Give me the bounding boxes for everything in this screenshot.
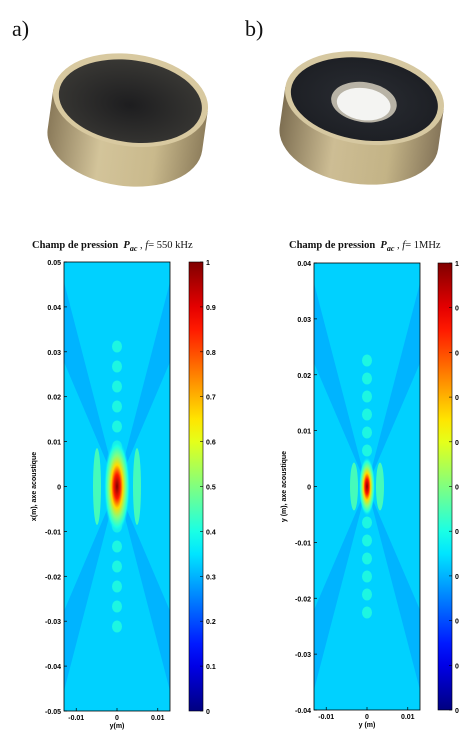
interference-lobe bbox=[112, 381, 122, 393]
colorbar-tick-label: 0 bbox=[455, 663, 459, 670]
interference-lobe bbox=[362, 427, 372, 439]
x-axis-label: y(m) bbox=[110, 723, 125, 730]
x-tick-label: -0.01 bbox=[68, 715, 84, 722]
colorbar-tick-label: 0 bbox=[455, 529, 459, 536]
colorbar-tick-label: 0.1 bbox=[206, 664, 216, 671]
panel-a-label: a) bbox=[12, 16, 29, 42]
interference-lobe bbox=[112, 421, 122, 433]
interference-lobe bbox=[362, 391, 372, 403]
colorbar-tick-label: 0 bbox=[455, 306, 459, 313]
y-tick-label: 0.04 bbox=[297, 261, 311, 268]
colorbar-tick-label: 0 bbox=[455, 485, 459, 492]
chart-b-title-prefix: Champ de pression bbox=[289, 240, 375, 251]
y-tick-label: -0.04 bbox=[45, 664, 61, 671]
x-tick-label: -0.01 bbox=[318, 714, 334, 721]
interference-lobe bbox=[362, 607, 372, 619]
colorbar-tick-label: 1 bbox=[206, 260, 210, 267]
y-tick-label: 0.03 bbox=[297, 317, 311, 324]
interference-lobe bbox=[362, 571, 372, 583]
chart-b-title-freq: = 1MHz bbox=[405, 240, 440, 251]
chart-a-title-prefix: Champ de pression bbox=[32, 240, 118, 251]
colorbar-tick-label: 0 bbox=[455, 440, 459, 447]
y-tick-label: 0.04 bbox=[47, 305, 61, 312]
colorbar-tick-label: 0 bbox=[455, 350, 459, 357]
chart-a-title: Champ de pression Pac , f= 550 kHz bbox=[32, 240, 193, 253]
colorbar-tick-label: 0 bbox=[455, 708, 459, 715]
transducer-photo-b bbox=[262, 26, 461, 206]
x-tick-label: 0.01 bbox=[401, 714, 415, 721]
colorbar-tick-label: 0.3 bbox=[206, 574, 216, 581]
x-tick-label: 0 bbox=[115, 715, 119, 722]
colorbar-tick-label: 1 bbox=[455, 261, 459, 268]
colorbar-tick-label: 0.6 bbox=[206, 440, 216, 447]
y-tick-label: -0.01 bbox=[295, 540, 311, 547]
y-tick-label: 0.03 bbox=[47, 350, 61, 357]
y-tick-label: -0.02 bbox=[45, 574, 61, 581]
interference-lobe bbox=[112, 581, 122, 593]
transducer-photo-a bbox=[28, 28, 228, 208]
x-tick-label: 0 bbox=[365, 714, 369, 721]
colorbar-tick-label: 0.2 bbox=[206, 619, 216, 626]
interference-lobe bbox=[362, 373, 372, 385]
colorbar-tick-label: 0.7 bbox=[206, 395, 216, 402]
colorbar-tick-label: 0 bbox=[455, 619, 459, 626]
y-tick-label: -0.01 bbox=[45, 529, 61, 536]
y-tick-label: 0.02 bbox=[297, 373, 311, 380]
y-tick-label: 0 bbox=[57, 485, 61, 492]
y-tick-label: -0.05 bbox=[45, 709, 61, 716]
y-tick-label: 0.01 bbox=[47, 440, 61, 447]
interference-lobe bbox=[112, 601, 122, 613]
side-lobe bbox=[133, 448, 141, 525]
interference-lobe bbox=[112, 401, 122, 413]
y-tick-label: -0.03 bbox=[295, 652, 311, 659]
side-lobe bbox=[376, 463, 384, 511]
interference-lobe bbox=[362, 535, 372, 547]
x-tick-label: 0.01 bbox=[151, 715, 165, 722]
colorbar-tick-label: 0.4 bbox=[206, 529, 216, 536]
colorbar-tick-label: 0.5 bbox=[206, 485, 216, 492]
interference-lobe bbox=[362, 589, 372, 601]
panel-b-label: b) bbox=[245, 16, 263, 42]
y-tick-label: -0.03 bbox=[45, 619, 61, 626]
colorbar-tick-label: 0 bbox=[455, 574, 459, 581]
chart-a-title-freq: = 550 kHz bbox=[148, 240, 192, 251]
y-tick-label: 0.05 bbox=[47, 260, 61, 267]
interference-lobe bbox=[362, 517, 372, 529]
focal-spot bbox=[359, 457, 375, 517]
y-tick-label: 0 bbox=[307, 485, 311, 492]
colorbar-tick-label: 0 bbox=[206, 709, 210, 716]
interference-lobe bbox=[112, 541, 122, 553]
chart-a: 0.05 0.04 0.03 0.02 0.01 0 -0.01 -0.02 -0.03 -0.0… bbox=[0, 255, 230, 735]
y-axis-label: x(m), axe acoustique bbox=[31, 452, 38, 521]
y-tick-label: 0.01 bbox=[297, 429, 311, 436]
interference-lobe bbox=[112, 621, 122, 633]
interference-lobe bbox=[362, 445, 372, 457]
y-tick-label: -0.04 bbox=[295, 708, 311, 715]
colorbar-tick-label: 0.8 bbox=[206, 350, 216, 357]
interference-lobe bbox=[112, 341, 122, 353]
side-lobe bbox=[93, 448, 101, 525]
y-tick-label: -0.02 bbox=[295, 596, 311, 603]
chart-b-title: Champ de pression Pac , f= 1MHz bbox=[289, 240, 441, 253]
interference-lobe bbox=[112, 361, 122, 373]
chart-b: 0.04 0.03 0.02 0.01 0 -0.01 -0.02 -0.03 -0.04 -0.… bbox=[231, 255, 461, 735]
y-axis-label: y (m), axe acoustique bbox=[281, 451, 288, 522]
y-tick-label: 0.02 bbox=[47, 395, 61, 402]
x-axis-label: y (m) bbox=[359, 722, 376, 729]
colorbar-tick-label: 0.9 bbox=[206, 305, 216, 312]
interference-lobe bbox=[362, 553, 372, 565]
interference-lobe bbox=[362, 355, 372, 367]
side-lobe bbox=[350, 463, 358, 511]
focal-spot bbox=[104, 439, 130, 535]
interference-lobe bbox=[112, 561, 122, 573]
interference-lobe bbox=[362, 409, 372, 421]
colorbar-tick-label: 0 bbox=[455, 395, 459, 402]
